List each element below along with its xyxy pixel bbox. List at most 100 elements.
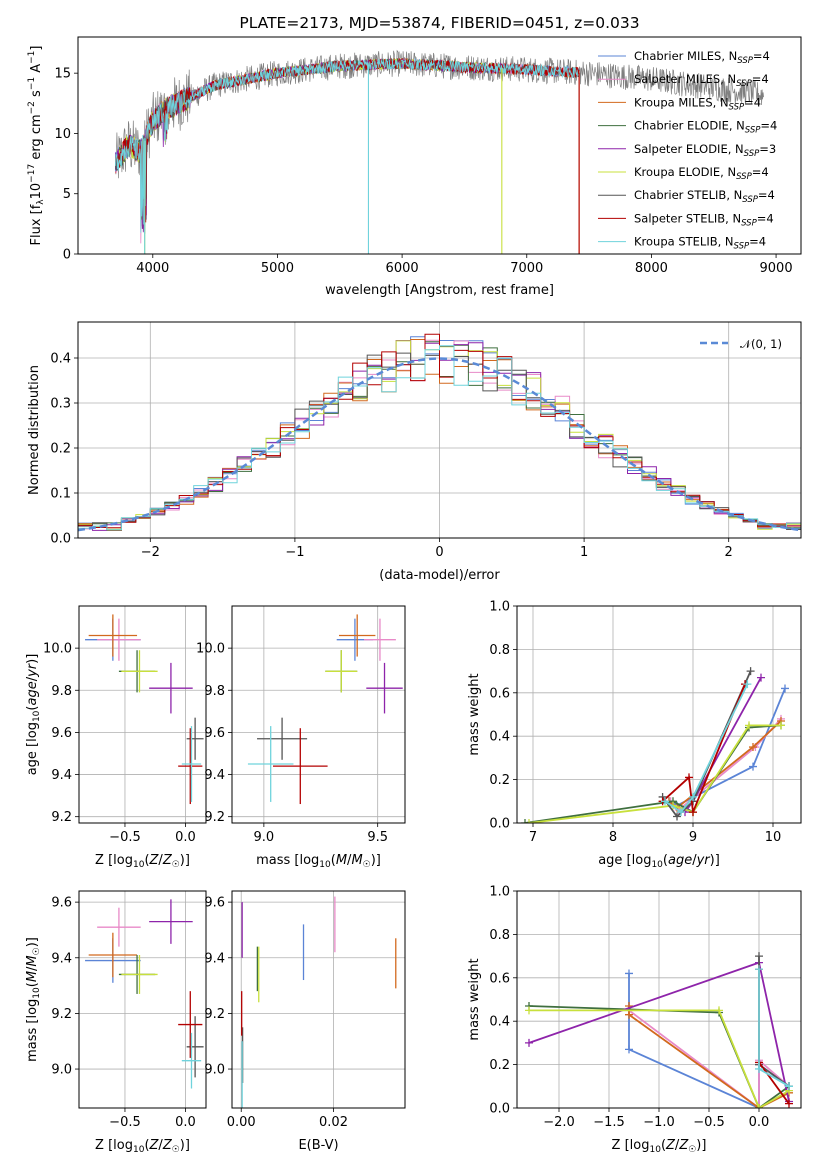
legend: Chabrier MILES, NSSP=4 Salpeter MILES, NS… <box>598 49 777 252</box>
series-line <box>668 688 786 807</box>
x-tick-label: 0.0 <box>175 1115 196 1130</box>
y-tick-label: 9.6 <box>204 896 225 911</box>
axes-frame <box>78 890 207 1109</box>
residual-histogram-panel: −2 −1 0 1 2 0.0 0.1 0.2 0.3 0.4 (data-model)/error… <box>27 321 802 583</box>
y-tick-label: 9.4 <box>204 951 225 966</box>
x-tick-label: −1.0 <box>643 1115 675 1130</box>
series-marker <box>755 952 763 961</box>
series-marker <box>689 808 697 817</box>
series-marker <box>677 808 685 817</box>
y-tick-label: 10.0 <box>43 642 72 657</box>
y-tick-label: 0.0 <box>489 817 510 832</box>
y-tick-label: 9.6 <box>204 726 225 741</box>
series-marker <box>757 673 765 682</box>
legend-label: Salpeter STELIB, NSSP=4 <box>634 211 774 228</box>
spectrum-panel: 4000 5000 6000 7000 8000 9000 0 5 10 15 PLATE=2173… <box>27 14 802 298</box>
y-tick-label: 9.6 <box>51 896 72 911</box>
series-marker <box>777 721 785 730</box>
series-marker <box>525 1038 533 1047</box>
x-tick-label: 5000 <box>261 261 294 276</box>
axes-frame <box>231 605 406 824</box>
x-tick-label: 2 <box>725 545 733 560</box>
x-tick-label: 10 <box>765 830 782 845</box>
x-tick-label: 0.00 <box>227 1115 256 1130</box>
y-axis-label: mass weight <box>467 673 482 755</box>
spectrum-line <box>115 58 580 223</box>
y-tick-label: 9.4 <box>204 768 225 783</box>
series-marker <box>745 721 753 730</box>
x-tick-label: 6000 <box>386 261 419 276</box>
y-tick-label: 9.2 <box>204 1007 225 1022</box>
series-marker <box>755 1104 763 1108</box>
series-marker <box>755 1064 763 1073</box>
y-axis-label: age [log10(age/yr)] <box>25 654 42 776</box>
y-tick-label: 0 <box>63 248 71 263</box>
y-tick-label: 0.8 <box>489 643 510 658</box>
series-line <box>528 724 781 823</box>
series-marker <box>785 1099 793 1108</box>
spectrum-line <box>115 57 503 233</box>
y-tick-label: 0.1 <box>50 487 71 502</box>
y-tick-label: 1.0 <box>489 885 510 900</box>
y-tick-label: 0.8 <box>489 928 510 943</box>
axes-frame <box>516 890 802 1109</box>
spectrum-line <box>115 58 503 229</box>
legend-label: 𝒩(0, 1) <box>740 337 782 351</box>
y-tick-label: 0.3 <box>50 397 71 412</box>
x-tick-label: 8000 <box>635 261 668 276</box>
x-axis-label: Z [log10(Z/Z☉)] <box>612 1138 707 1155</box>
x-tick-label: −1 <box>285 545 304 560</box>
y-tick-label: 0.2 <box>489 773 510 788</box>
spectrum-line <box>115 58 580 224</box>
mass-weight-vs-age-panel: 7 8 9 10 0.0 0.2 0.4 0.6 0.8 1.0 mass weight age [l… <box>467 600 802 870</box>
y-tick-label: 0.4 <box>489 730 510 745</box>
y-tick-label: 0.0 <box>489 1102 510 1117</box>
series-marker <box>689 792 697 801</box>
series-marker <box>749 743 757 752</box>
y-tick-label: 9.2 <box>51 810 72 825</box>
legend-label: Kroupa ELODIE, NSSP=4 <box>634 165 769 182</box>
y-tick-label: 9.8 <box>204 684 225 699</box>
legend-label: Salpeter MILES, NSSP=4 <box>634 72 769 89</box>
y-tick-label: 9.0 <box>204 1063 225 1078</box>
series-marker <box>525 1006 533 1015</box>
series-line <box>628 1009 790 1108</box>
y-tick-label: 0.0 <box>50 532 71 547</box>
y-tick-label: 9.2 <box>51 1007 72 1022</box>
plot-area <box>525 952 793 1108</box>
plot-area <box>85 899 204 1089</box>
x-tick-label: 9.0 <box>254 830 275 845</box>
y-tick-label: 0.4 <box>50 352 71 367</box>
legend: 𝒩(0, 1) <box>700 337 782 351</box>
age-vs-mass-panel: 9.0 9.5 9.2 9.4 9.6 9.8 10.0 mass [log10(M/M☉)] <box>196 605 406 870</box>
spectrum-line <box>115 57 580 234</box>
y-tick-label: 0.6 <box>489 686 510 701</box>
y-tick-label: 1.0 <box>489 600 510 615</box>
legend-label: Chabrier STELIB, NSSP=4 <box>634 188 775 205</box>
y-tick-label: 0.6 <box>489 971 510 986</box>
legend-label: Salpeter ELODIE, NSSP=3 <box>634 142 776 159</box>
age-vs-metallicity-panel: −0.5 0.0 9.2 9.4 9.6 9.8 10.0 Z [log10(Z/Z☉)] ag… <box>25 605 207 870</box>
x-axis-label: Z [log10(Z/Z☉)] <box>95 1138 190 1155</box>
x-tick-label: 0.02 <box>319 1115 348 1130</box>
x-tick-label: 9.5 <box>367 830 388 845</box>
y-tick-label: 0.2 <box>50 442 71 457</box>
spectrum-line <box>115 58 503 226</box>
x-tick-label: 8 <box>609 830 617 845</box>
x-axis-label: mass [log10(M/M☉)] <box>256 853 381 870</box>
x-axis-label: E(B-V) <box>298 1138 338 1153</box>
mass-weight-vs-metallicity-panel: −2.0 −1.5 −1.0 −0.5 0.0 0.0 0.2 0.4 0.6 0.8 1.0 mas… <box>467 885 802 1155</box>
series-marker <box>685 773 693 782</box>
series-marker <box>521 819 529 823</box>
series-marker <box>625 1010 633 1019</box>
series-marker <box>625 969 633 978</box>
x-tick-label: 0.0 <box>175 830 196 845</box>
legend-label: Kroupa STELIB, NSSP=4 <box>634 235 766 252</box>
x-tick-label: 7000 <box>510 261 543 276</box>
x-tick-label: −0.5 <box>109 830 141 845</box>
x-axis-label: (data-model)/error <box>379 568 500 583</box>
y-tick-label: 0.2 <box>489 1058 510 1073</box>
legend-label: Chabrier MILES, NSSP=4 <box>634 49 770 66</box>
spectrum-line <box>115 58 580 244</box>
y-tick-label: 10 <box>54 127 71 142</box>
